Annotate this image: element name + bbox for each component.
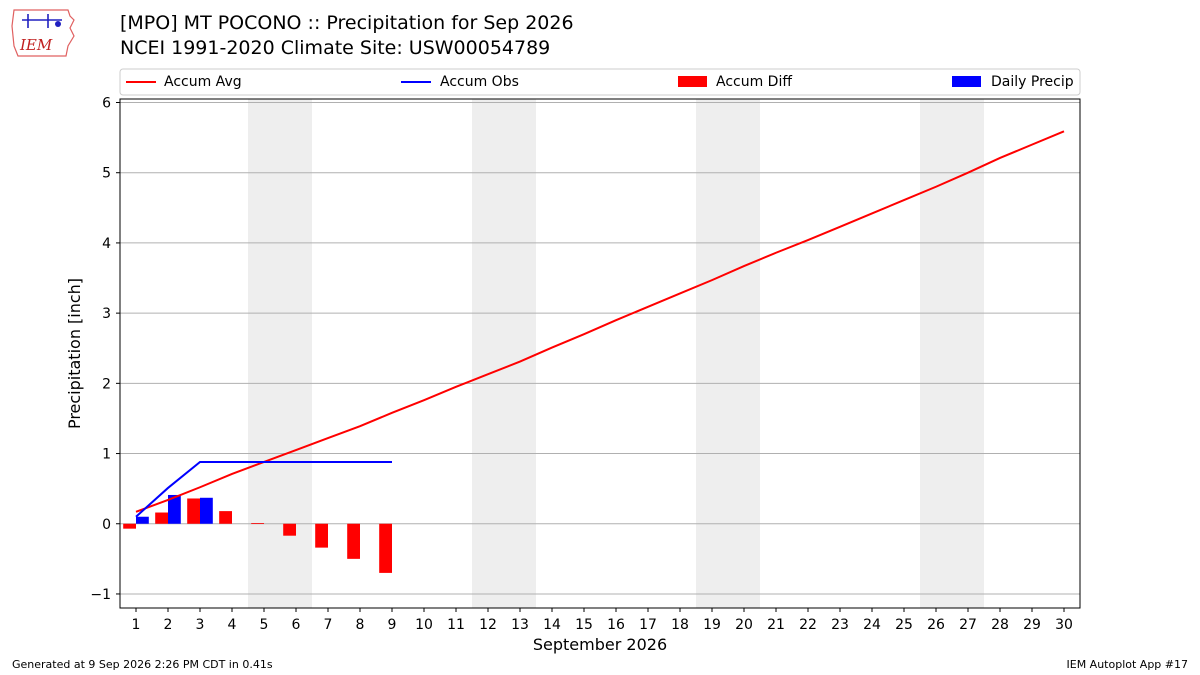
weekend-band [696,99,760,608]
legend-swatch-accum-diff [678,76,707,87]
logo-text: IEM [19,36,53,54]
x-tick-label: 15 [575,617,593,633]
x-tick-label: 18 [671,617,689,633]
legend-box [119,68,1081,96]
weekend-band [920,99,984,608]
legend-label-daily-precip: Daily Precip [991,74,1074,90]
legend-label-accum-avg: Accum Avg [164,74,242,90]
weekend-band [248,99,312,608]
x-tick-label: 16 [607,617,625,633]
y-tick-label: 5 [102,166,111,182]
x-tick-label: 17 [639,617,657,633]
legend: Accum Avg Accum Obs Accum Diff Daily Pre… [119,68,1081,96]
weekend-band [472,99,536,608]
accum-avg-line [135,130,1065,513]
y-tick-label: 2 [102,376,111,392]
accum-diff-bar [283,523,296,536]
app-label: IEM Autoplot App #17 [1066,658,1189,671]
x-tick-label: 12 [479,617,497,633]
accum-diff-bar [251,523,264,524]
y-tick-label: 0 [102,517,111,533]
x-tick-label: 11 [447,617,465,633]
plot-frame [119,98,1081,609]
daily-precip-bar [136,516,149,524]
accum-diff-bar [315,523,328,548]
accum-diff-bar [123,523,136,529]
x-tick-label: 26 [927,617,945,633]
x-tick-label: 6 [292,617,301,633]
x-tick-label: 25 [895,617,913,633]
chart-title: [MPO] MT POCONO :: Precipitation for Sep… [120,12,574,34]
x-tick-label: 5 [260,617,269,633]
x-tick-label: 29 [1023,617,1041,633]
x-tick-label: 28 [991,617,1009,633]
x-axis-label: September 2026 [533,635,667,654]
x-tick-label: 24 [863,617,881,633]
daily-precip-bar [200,497,213,524]
x-tick-label: 13 [511,617,529,633]
x-tick-label: 22 [799,617,817,633]
iem-logo: IEM [11,9,75,57]
accum-diff-bar [187,498,200,524]
x-tick-label: 20 [735,617,753,633]
y-axis-label: Precipitation [inch] [65,278,84,429]
accum-diff-bar [219,511,232,524]
accum-diff-bar [155,512,168,524]
x-tick-label: 10 [415,617,433,633]
x-tick-label: 14 [543,617,561,633]
x-tick-label: 19 [703,617,721,633]
x-tick-label: 27 [959,617,977,633]
legend-swatch-daily-precip [952,76,981,87]
accum-diff-bar [379,523,392,573]
x-tick-label: 9 [388,617,397,633]
y-tick-label: 1 [102,447,111,463]
x-tick-label: 23 [831,617,849,633]
x-tick-label: 7 [324,617,333,633]
y-tick-label: −1 [90,587,111,603]
y-tick-label: 6 [102,96,111,112]
x-tick-label: 1 [132,617,141,633]
generated-timestamp: Generated at 9 Sep 2026 2:26 PM CDT in 0… [12,658,273,671]
legend-label-accum-diff: Accum Diff [716,74,792,90]
legend-label-accum-obs: Accum Obs [440,74,519,90]
chart-subtitle: NCEI 1991-2020 Climate Site: USW00054789 [120,37,551,59]
x-tick-label: 4 [228,617,237,633]
y-tick-label: 3 [102,306,111,322]
accum-diff-bar [347,523,360,559]
x-tick-label: 3 [196,617,205,633]
x-tick-label: 2 [164,617,173,633]
x-tick-label: 21 [767,617,785,633]
daily-precip-bar [168,494,181,524]
x-tick-label: 8 [356,617,365,633]
x-tick-label: 30 [1055,617,1073,633]
y-tick-label: 4 [102,236,111,252]
accum-obs-line [135,460,392,518]
